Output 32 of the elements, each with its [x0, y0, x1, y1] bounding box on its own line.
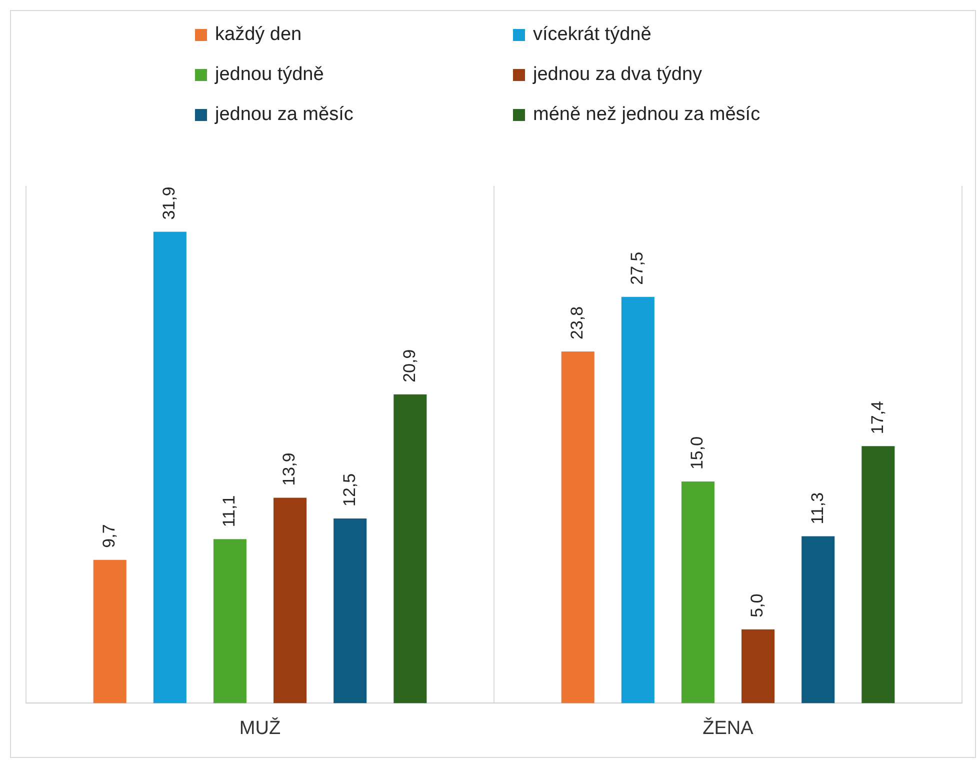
- legend-label: jednou za měsíc: [215, 104, 354, 126]
- data-label: 12,5: [340, 473, 359, 506]
- data-label: 11,3: [808, 492, 827, 524]
- legend-label: vícekrát týdně: [533, 24, 652, 46]
- x-tick-label: MUŽ: [239, 716, 281, 739]
- bar: [681, 482, 714, 704]
- bar: [862, 446, 895, 704]
- data-label: 5,0: [748, 594, 767, 618]
- bar: [561, 352, 594, 704]
- bar: [153, 232, 186, 704]
- legend-label: méně než jednou za měsíc: [533, 104, 760, 126]
- bar: [394, 394, 427, 704]
- data-label: 11,1: [220, 495, 239, 528]
- bar: [213, 539, 246, 704]
- data-label: 9,7: [100, 524, 119, 548]
- bar: [334, 518, 367, 704]
- data-label: 13,9: [280, 452, 299, 486]
- data-label: 27,5: [628, 252, 647, 285]
- data-label: 20,9: [400, 349, 419, 382]
- bar: [93, 560, 126, 704]
- data-label: 31,9: [160, 186, 179, 220]
- x-tick-label: ŽENA: [702, 716, 754, 739]
- data-label: 15,0: [688, 436, 707, 470]
- data-label: 23,8: [568, 306, 587, 340]
- data-label: 17,4: [868, 400, 887, 434]
- bar: [802, 536, 835, 704]
- legend-label: jednou týdně: [215, 64, 324, 86]
- bar: [274, 498, 307, 704]
- bar: [621, 296, 654, 704]
- legend-label: každý den: [215, 24, 302, 46]
- legend-label: jednou za dva týdny: [533, 64, 702, 86]
- bar: [742, 629, 775, 704]
